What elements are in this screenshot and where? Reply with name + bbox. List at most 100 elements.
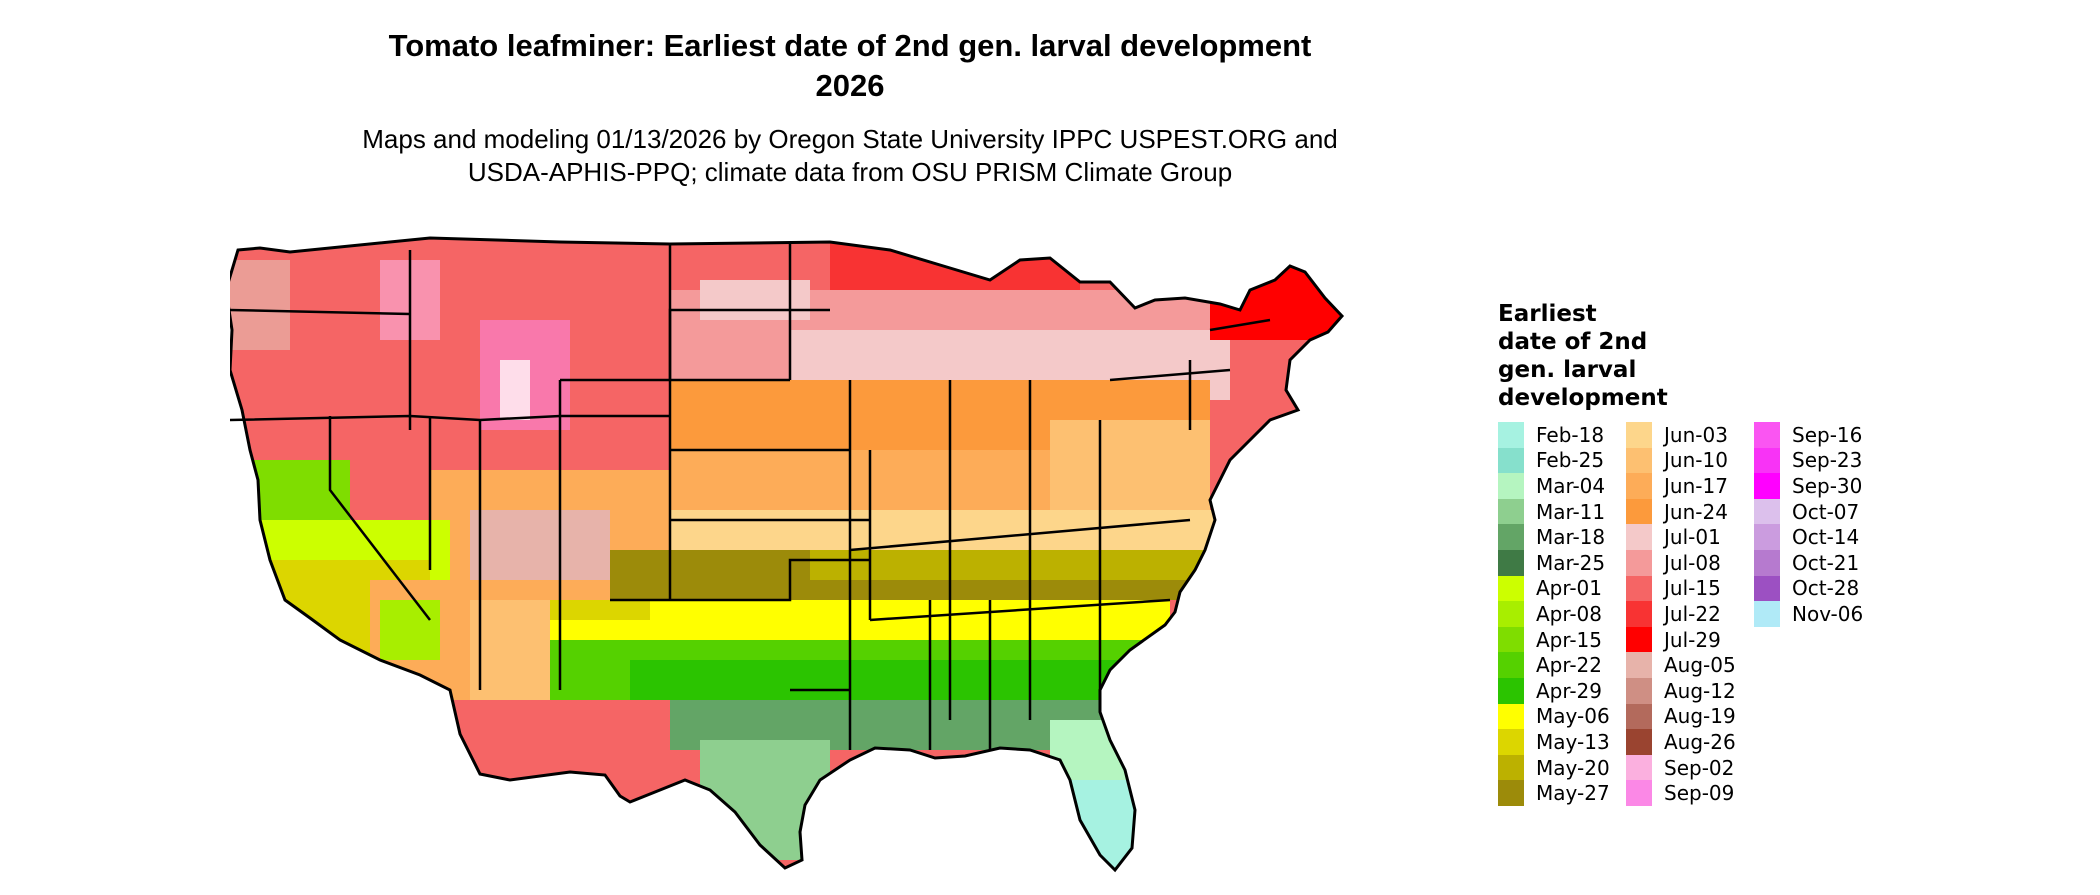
legend-swatch: [1626, 524, 1652, 550]
legend-label: Feb-18: [1536, 422, 1605, 447]
legend-item: Mar-25: [1498, 549, 1626, 576]
legend-swatch: [1626, 498, 1652, 525]
legend-swatch: [1498, 422, 1524, 448]
legend-swatch: [1498, 549, 1524, 576]
legend-label: Jul-08: [1664, 550, 1721, 575]
legend-label: Oct-07: [1792, 499, 1860, 524]
legend-item: Sep-23: [1754, 447, 1882, 474]
legend-label: Apr-01: [1536, 576, 1602, 601]
legend-item: Oct-21: [1754, 549, 1882, 576]
legend-label: Apr-08: [1536, 601, 1602, 626]
legend-columns: Feb-18 Feb-25 Mar-04 Mar-11 Mar-18 Mar-25 Apr-…: [1498, 422, 2018, 806]
legend-item: May-27: [1498, 780, 1626, 806]
legend-swatch: [1626, 447, 1652, 474]
legend-item: Oct-07: [1754, 498, 1882, 525]
legend-swatch: [1498, 524, 1524, 550]
legend-label: Jul-15: [1664, 576, 1721, 601]
legend-label: Sep-02: [1664, 755, 1735, 780]
legend-item: Sep-30: [1754, 473, 1882, 499]
legend-label: Apr-22: [1536, 653, 1602, 678]
legend-label: Oct-28: [1792, 576, 1860, 601]
legend-swatch: [1498, 601, 1524, 627]
legend-swatch: [1626, 677, 1652, 704]
legend-item: Aug-05: [1626, 652, 1754, 678]
legend-item: Apr-01: [1498, 575, 1626, 602]
legend-swatch: [1626, 780, 1652, 806]
legend-label: Aug-12: [1664, 678, 1736, 703]
legend-swatch: [1754, 601, 1780, 627]
legend-label: Aug-19: [1664, 704, 1736, 729]
legend-label: Apr-15: [1536, 627, 1602, 652]
legend-label: Mar-11: [1536, 499, 1606, 524]
legend-label: Oct-14: [1792, 525, 1860, 550]
legend-item: Jun-10: [1626, 447, 1754, 474]
legend-swatch: [1498, 447, 1524, 474]
legend-swatch: [1498, 652, 1524, 678]
legend-label: Aug-05: [1664, 653, 1736, 678]
legend-label: Mar-25: [1536, 550, 1606, 575]
legend-swatch: [1498, 498, 1524, 525]
legend-swatch: [1754, 498, 1780, 525]
legend-item: Sep-16: [1754, 422, 1882, 448]
legend-swatch: [1626, 422, 1652, 448]
legend-swatch: [1754, 447, 1780, 474]
legend-swatch: [1498, 703, 1524, 730]
legend-column: Sep-16 Sep-23 Sep-30 Oct-07 Oct-14 Oct-21 Oct-…: [1754, 422, 1882, 806]
legend-swatch: [1498, 677, 1524, 704]
legend-label: Jun-17: [1664, 473, 1728, 498]
legend-swatch: [1498, 754, 1524, 781]
legend-swatch: [1626, 575, 1652, 602]
legend-item: Oct-28: [1754, 575, 1882, 602]
us-map-graphic: [224, 236, 1345, 873]
map-title-year: 2026: [815, 68, 885, 103]
legend-swatch: [1498, 626, 1524, 653]
legend-swatch: [1498, 473, 1524, 499]
map-subtitle-line-2: USDA-APHIS-PPQ; climate data from OSU PR…: [467, 157, 1233, 187]
legend-item: Nov-06: [1754, 601, 1882, 627]
legend-swatch: [1626, 473, 1652, 499]
legend-item: Jul-29: [1626, 626, 1754, 653]
legend-swatch: [1626, 754, 1652, 781]
legend-label: Mar-18: [1536, 525, 1606, 550]
legend-label: Jun-03: [1664, 422, 1728, 447]
legend-item: Jul-08: [1626, 549, 1754, 576]
legend-item: Mar-04: [1498, 473, 1626, 499]
legend-item: Jun-17: [1626, 473, 1754, 499]
legend-label: May-13: [1536, 729, 1610, 754]
legend-item: Aug-26: [1626, 729, 1754, 755]
legend-label: Apr-29: [1536, 678, 1602, 703]
legend-label: May-20: [1536, 755, 1610, 780]
legend-item: Jul-15: [1626, 575, 1754, 602]
legend-column: Feb-18 Feb-25 Mar-04 Mar-11 Mar-18 Mar-25 Apr-…: [1498, 422, 1626, 806]
legend-item: Jul-22: [1626, 601, 1754, 627]
legend-swatch: [1626, 549, 1652, 576]
legend-column: Jun-03 Jun-10 Jun-17 Jun-24 Jul-01 Jul-08 Jul-…: [1626, 422, 1754, 806]
legend-item: Mar-18: [1498, 524, 1626, 550]
legend-swatch: [1498, 780, 1524, 806]
legend-swatch: [1754, 422, 1780, 448]
legend-label: Nov-06: [1792, 601, 1864, 626]
legend-title-line: development: [1498, 385, 1668, 411]
legend-swatch: [1754, 524, 1780, 550]
legend-item: Jun-24: [1626, 498, 1754, 525]
legend-item: Apr-08: [1498, 601, 1626, 627]
legend-item: Oct-14: [1754, 524, 1882, 550]
legend-item: May-20: [1498, 754, 1626, 781]
legend-label: Sep-23: [1792, 448, 1863, 473]
legend-label: Aug-26: [1664, 729, 1736, 754]
legend-item: Sep-02: [1626, 754, 1754, 781]
legend-title-line: gen. larval: [1498, 357, 1637, 383]
legend-swatch: [1754, 575, 1780, 602]
map-subtitle-line-1: Maps and modeling 01/13/2026 by Oregon S…: [362, 124, 1338, 154]
legend-label: May-27: [1536, 781, 1610, 806]
legend-swatch: [1754, 473, 1780, 499]
legend-label: Jul-29: [1664, 627, 1721, 652]
legend-label: Sep-30: [1792, 473, 1863, 498]
legend-item: Apr-22: [1498, 652, 1626, 678]
legend-swatch: [1626, 729, 1652, 755]
legend-label: Jun-24: [1664, 499, 1728, 524]
legend-item: Apr-29: [1498, 677, 1626, 704]
legend-swatch: [1626, 703, 1652, 730]
legend-swatch: [1626, 652, 1652, 678]
legend-item: Aug-19: [1626, 703, 1754, 730]
